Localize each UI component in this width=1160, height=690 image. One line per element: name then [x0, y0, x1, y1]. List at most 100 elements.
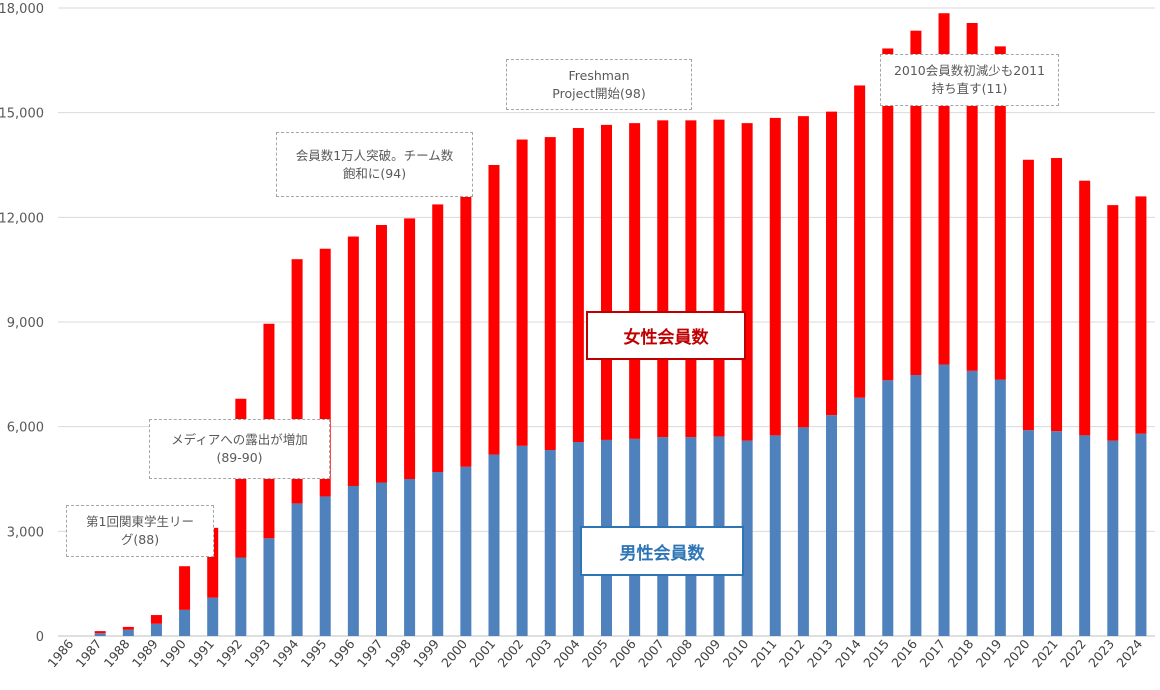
bar-segment	[375, 225, 387, 483]
y-tick-label: 6,000	[7, 421, 44, 436]
bar-segment	[122, 626, 134, 630]
bar-segment	[150, 623, 162, 636]
y-tick-label: 12,000	[0, 211, 44, 226]
bar-segment	[769, 117, 781, 436]
bar-segment	[460, 195, 472, 467]
x-tick-label: 1997	[354, 636, 386, 670]
bar-segment	[797, 116, 809, 428]
bar-segment	[741, 123, 753, 441]
bar-segment	[1022, 159, 1034, 431]
annotation-kanto-league: 第1回関東学生リー グ(88)	[66, 505, 214, 557]
x-tick-label: 2015	[860, 636, 892, 670]
bar-segment	[235, 557, 247, 636]
bar-segment	[994, 46, 1006, 380]
bar-segment	[319, 248, 331, 497]
bar-segment	[404, 218, 416, 479]
bar-segment	[657, 120, 669, 438]
x-tick-label: 2020	[1001, 636, 1033, 670]
x-tick-label: 1999	[410, 636, 442, 670]
bar-segment	[207, 527, 219, 598]
x-tick-label: 1994	[269, 636, 301, 670]
bar-segment	[910, 30, 922, 376]
y-tick-label: 0	[36, 630, 44, 645]
x-tick-label: 1991	[185, 636, 217, 670]
bar-segment	[1079, 180, 1091, 436]
bar-segment	[882, 48, 894, 381]
bar-segment	[769, 435, 781, 636]
bar-segment	[375, 482, 387, 636]
bar-segment	[826, 111, 838, 416]
bar-segment	[882, 380, 894, 636]
bar-segment	[741, 440, 753, 636]
x-tick-label: 2010	[719, 636, 751, 670]
bar-segment	[966, 23, 978, 371]
bar-segment	[572, 442, 584, 636]
bar-segment	[150, 615, 162, 624]
bar-segment	[629, 123, 641, 439]
x-tick-label: 2004	[551, 636, 583, 670]
x-tick-label: 1989	[129, 636, 161, 670]
annotation-2010-decline: 2010会員数初減少も2011 持ち直す(11)	[880, 54, 1059, 106]
bar-segment	[347, 485, 359, 636]
x-tick-label: 2021	[1029, 636, 1061, 670]
x-tick-label: 2002	[494, 636, 526, 670]
bar-segment	[1107, 440, 1119, 636]
y-axis-ticks: 0 3,000 6,000 9,000 12,000 15,000 18,000	[0, 2, 44, 645]
bar-segment	[432, 204, 444, 473]
bar-segment	[488, 454, 500, 636]
bar-segment	[1051, 431, 1063, 636]
y-tick-label: 9,000	[7, 316, 44, 331]
x-tick-label: 2007	[635, 636, 667, 670]
x-tick-label: 1993	[241, 636, 273, 670]
bar-segment	[544, 450, 556, 636]
bar-segment	[516, 445, 528, 636]
x-tick-label: 2011	[748, 636, 780, 670]
x-tick-label: 2024	[1113, 636, 1145, 670]
bar-segment	[488, 165, 500, 455]
bar-segment	[347, 236, 359, 486]
x-tick-label: 2012	[776, 636, 808, 670]
x-tick-label: 1988	[101, 636, 133, 670]
y-tick-label: 3,000	[7, 525, 44, 540]
x-tick-label: 1987	[73, 636, 105, 670]
bar-segment	[291, 259, 303, 504]
female-members-label: 女性会員数	[586, 311, 746, 360]
x-tick-label: 2009	[691, 636, 723, 670]
x-tick-label: 2022	[1057, 636, 1089, 670]
bar-segment	[797, 427, 809, 636]
bar-segment	[938, 364, 950, 636]
bar-segment	[179, 609, 191, 636]
x-axis-ticks: 1986198719881989199019911992199319941995…	[44, 636, 1145, 670]
bar-segment	[1107, 205, 1119, 441]
bar-segment	[1135, 196, 1147, 434]
x-tick-label: 1998	[382, 636, 414, 670]
x-tick-label: 2019	[973, 636, 1005, 670]
bar-segment	[572, 128, 584, 443]
x-tick-label: 1990	[157, 636, 189, 670]
bar-segment	[826, 415, 838, 636]
bar-segment	[854, 85, 866, 398]
x-tick-label: 2023	[1085, 636, 1117, 670]
bar-segment	[319, 496, 331, 636]
x-tick-label: 1992	[213, 636, 245, 670]
x-tick-label: 2006	[607, 636, 639, 670]
x-tick-label: 2017	[916, 636, 948, 670]
x-tick-label: 2000	[438, 636, 470, 670]
bar-segment	[404, 479, 416, 636]
bar-segment	[94, 631, 106, 634]
x-tick-label: 1995	[298, 636, 330, 670]
x-tick-label: 2016	[888, 636, 920, 670]
bar-segment	[1135, 433, 1147, 636]
bar-segment	[179, 566, 191, 610]
bar-segment	[122, 629, 134, 636]
x-tick-label: 1996	[326, 636, 358, 670]
annotation-freshman-project: Freshman Project開始(98)	[506, 59, 692, 110]
bar-segment	[938, 13, 950, 365]
bar-segment	[1051, 158, 1063, 432]
bar-segment	[601, 124, 612, 440]
male-members-label: 男性会員数	[580, 526, 744, 576]
x-tick-label: 1986	[44, 636, 76, 670]
bar-segment	[685, 120, 697, 438]
bar-segment	[966, 370, 978, 636]
